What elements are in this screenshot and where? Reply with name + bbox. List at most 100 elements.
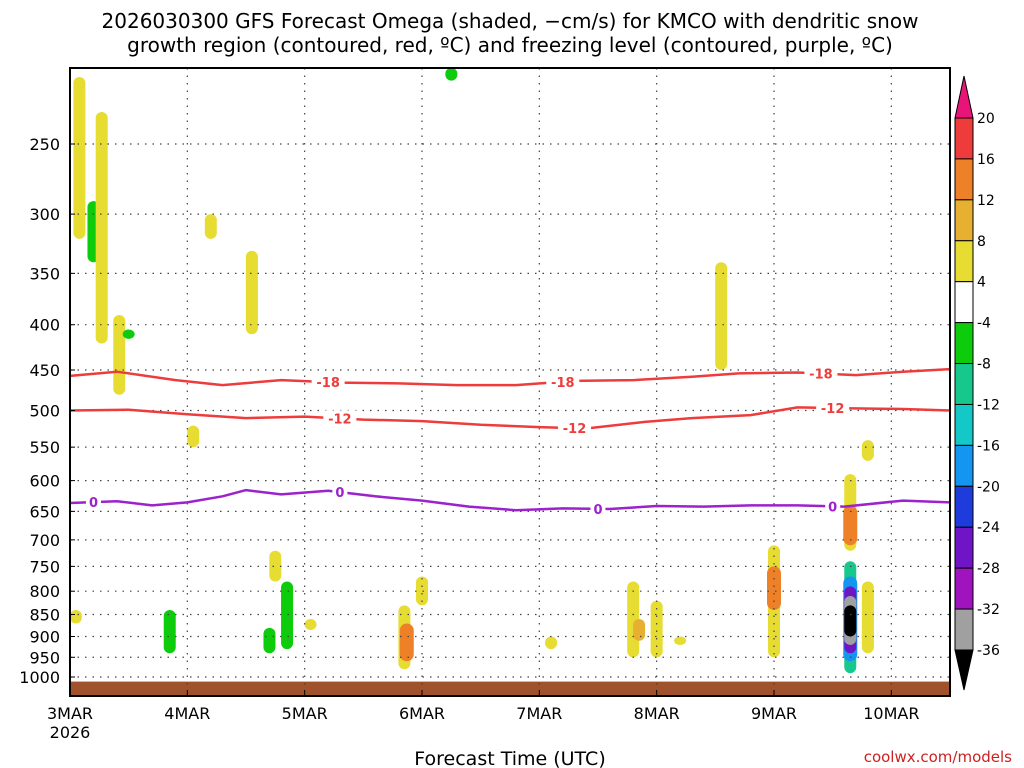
x-axis-label: Forecast Time (UTC) — [414, 748, 605, 768]
contour-label-freezing-level-2: 0 — [593, 503, 602, 518]
contour-freezing-level — [70, 488, 950, 512]
y-tick-label-900: 900 — [29, 627, 60, 646]
y-tick-label-450: 450 — [29, 361, 60, 380]
colorbar-segment-8 — [954, 444, 974, 487]
x-axis-year: 2026 — [50, 723, 91, 742]
y-tick-label-400: 400 — [29, 316, 60, 335]
contour-label-dgz-minus18-1: -18 — [551, 376, 575, 391]
y-tick-label-1000: 1000 — [19, 668, 60, 687]
surface-terrain — [70, 681, 950, 696]
colorbar-label-3: 8 — [977, 234, 986, 250]
colorbar-label-11: -28 — [977, 561, 1000, 577]
colorbar-arrow-bottom — [954, 649, 974, 691]
colorbar-label-1: 16 — [977, 152, 995, 168]
omega-region-19 — [545, 636, 558, 650]
y-tick-label-750: 750 — [29, 557, 60, 576]
omega-region-7 — [204, 214, 217, 239]
contour-label-freezing-level-1: 0 — [335, 486, 344, 501]
x-tick-label-9MAR: 9MAR — [751, 704, 797, 723]
contour-label-bg-freezing-level-1 — [332, 484, 348, 501]
omega-region-0 — [73, 76, 86, 239]
x-tick-label-8MAR: 8MAR — [634, 704, 680, 723]
colorbar-label-0: 20 — [977, 111, 995, 127]
colorbar-label-5: -4 — [977, 316, 991, 332]
contour-label-bg-dgz-minus18-0 — [311, 374, 345, 391]
colorbar-segment-5 — [954, 322, 974, 365]
y-tick-label-550: 550 — [29, 438, 60, 457]
contour-label-freezing-level-0: 0 — [89, 496, 98, 511]
colorbar-segment-0 — [954, 117, 974, 160]
y-tick-label-850: 850 — [29, 606, 60, 625]
colorbar-label-8: -16 — [977, 438, 1000, 454]
y-tick-label-250: 250 — [29, 135, 60, 154]
omega-region-26 — [843, 505, 858, 546]
omega-region-3 — [113, 314, 126, 395]
colorbar-label-2: 12 — [977, 193, 995, 209]
contour-label-dgz-minus12-2: -12 — [821, 402, 845, 417]
y-tick-label-300: 300 — [29, 205, 60, 224]
contour-lines: -18 -18 -18 -12 -12 -12 0 0 0 0 — [70, 365, 950, 518]
omega-region-31 — [844, 605, 857, 637]
omega-region-16 — [416, 576, 428, 606]
omega-region-10 — [281, 581, 294, 650]
omega-region-2 — [95, 111, 108, 344]
colorbar-label-10: -24 — [977, 520, 1000, 536]
omega-region-34 — [445, 68, 458, 81]
omega-region-9 — [245, 250, 258, 335]
omega-region-4 — [122, 329, 135, 339]
y-tick-label-700: 700 — [29, 531, 60, 550]
colorbar-label-4: 4 — [977, 275, 986, 291]
omega-region-15 — [399, 623, 414, 662]
plot-frame — [69, 67, 951, 697]
colorbar-label-6: -8 — [977, 357, 991, 373]
colorbar-segment-7 — [954, 403, 974, 446]
y-tick-label-800: 800 — [29, 582, 60, 601]
x-tick-label-6MAR: 6MAR — [399, 704, 445, 723]
site-credit: coolwx.com/models — [864, 748, 1012, 766]
y-tick-label-500: 500 — [29, 402, 60, 421]
colorbar-segment-10 — [954, 526, 974, 569]
y-axis-ticks: 250 300 350 400 450 500 550 600 650 700 750 800 850 9… — [19, 135, 75, 687]
contour-label-dgz-minus12-0: -12 — [328, 412, 352, 427]
omega-region-20 — [650, 600, 663, 658]
colorbar-label-12: -32 — [977, 602, 1000, 618]
contour-label-bg-dgz-minus18-1 — [546, 373, 580, 390]
x-tick-label-10MAR: 10MAR — [863, 704, 919, 723]
contour-label-bg-dgz-minus12-1 — [558, 420, 592, 437]
colorbar-arrow-top — [954, 75, 974, 119]
x-tick-label-7MAR: 7MAR — [516, 704, 562, 723]
contour-label-bg-freezing-level-2 — [590, 500, 606, 517]
colorbar-segment-4 — [954, 281, 974, 324]
colorbar-label-9: -20 — [977, 479, 1000, 495]
omega-region-21 — [715, 262, 728, 370]
plot-area — [70, 68, 950, 696]
omega-region-12 — [269, 550, 282, 582]
omega-shading — [70, 68, 874, 674]
contour-label-bg-dgz-minus12-2 — [816, 399, 850, 416]
colorbar-segment-9 — [954, 485, 974, 528]
colorbar-label-7: -12 — [977, 397, 1000, 413]
chart-title-line-1: 2026030300 GFS Forecast Omega (shaded, −… — [102, 9, 919, 33]
omega-region-5 — [70, 609, 82, 624]
contour-dgz-minus12 — [70, 406, 950, 430]
omega-region-22 — [674, 636, 687, 645]
contour-label-dgz-minus18-2: -18 — [809, 368, 833, 383]
x-tick-label-4MAR: 4MAR — [164, 704, 210, 723]
colorbar-segment-1 — [954, 158, 974, 201]
omega-region-18 — [633, 619, 646, 641]
chart-title-line-2: growth region (contoured, red, ºC) and f… — [127, 33, 893, 57]
omega-region-32 — [861, 581, 874, 654]
omega-region-33 — [861, 440, 874, 461]
contour-label-bg-dgz-minus12-0 — [323, 410, 357, 427]
colorbar-segment-11 — [954, 567, 974, 610]
colorbar-segment-3 — [954, 240, 974, 283]
omega-region-6 — [163, 609, 176, 654]
contour-label-bg-freezing-level-0 — [85, 494, 101, 511]
x-tick-label-5MAR: 5MAR — [282, 704, 328, 723]
y-tick-label-600: 600 — [29, 472, 60, 491]
colorbar-segment-2 — [954, 199, 974, 242]
contour-label-bg-freezing-level-3 — [825, 498, 841, 515]
omega-region-8 — [187, 425, 200, 448]
y-tick-label-950: 950 — [29, 648, 60, 667]
